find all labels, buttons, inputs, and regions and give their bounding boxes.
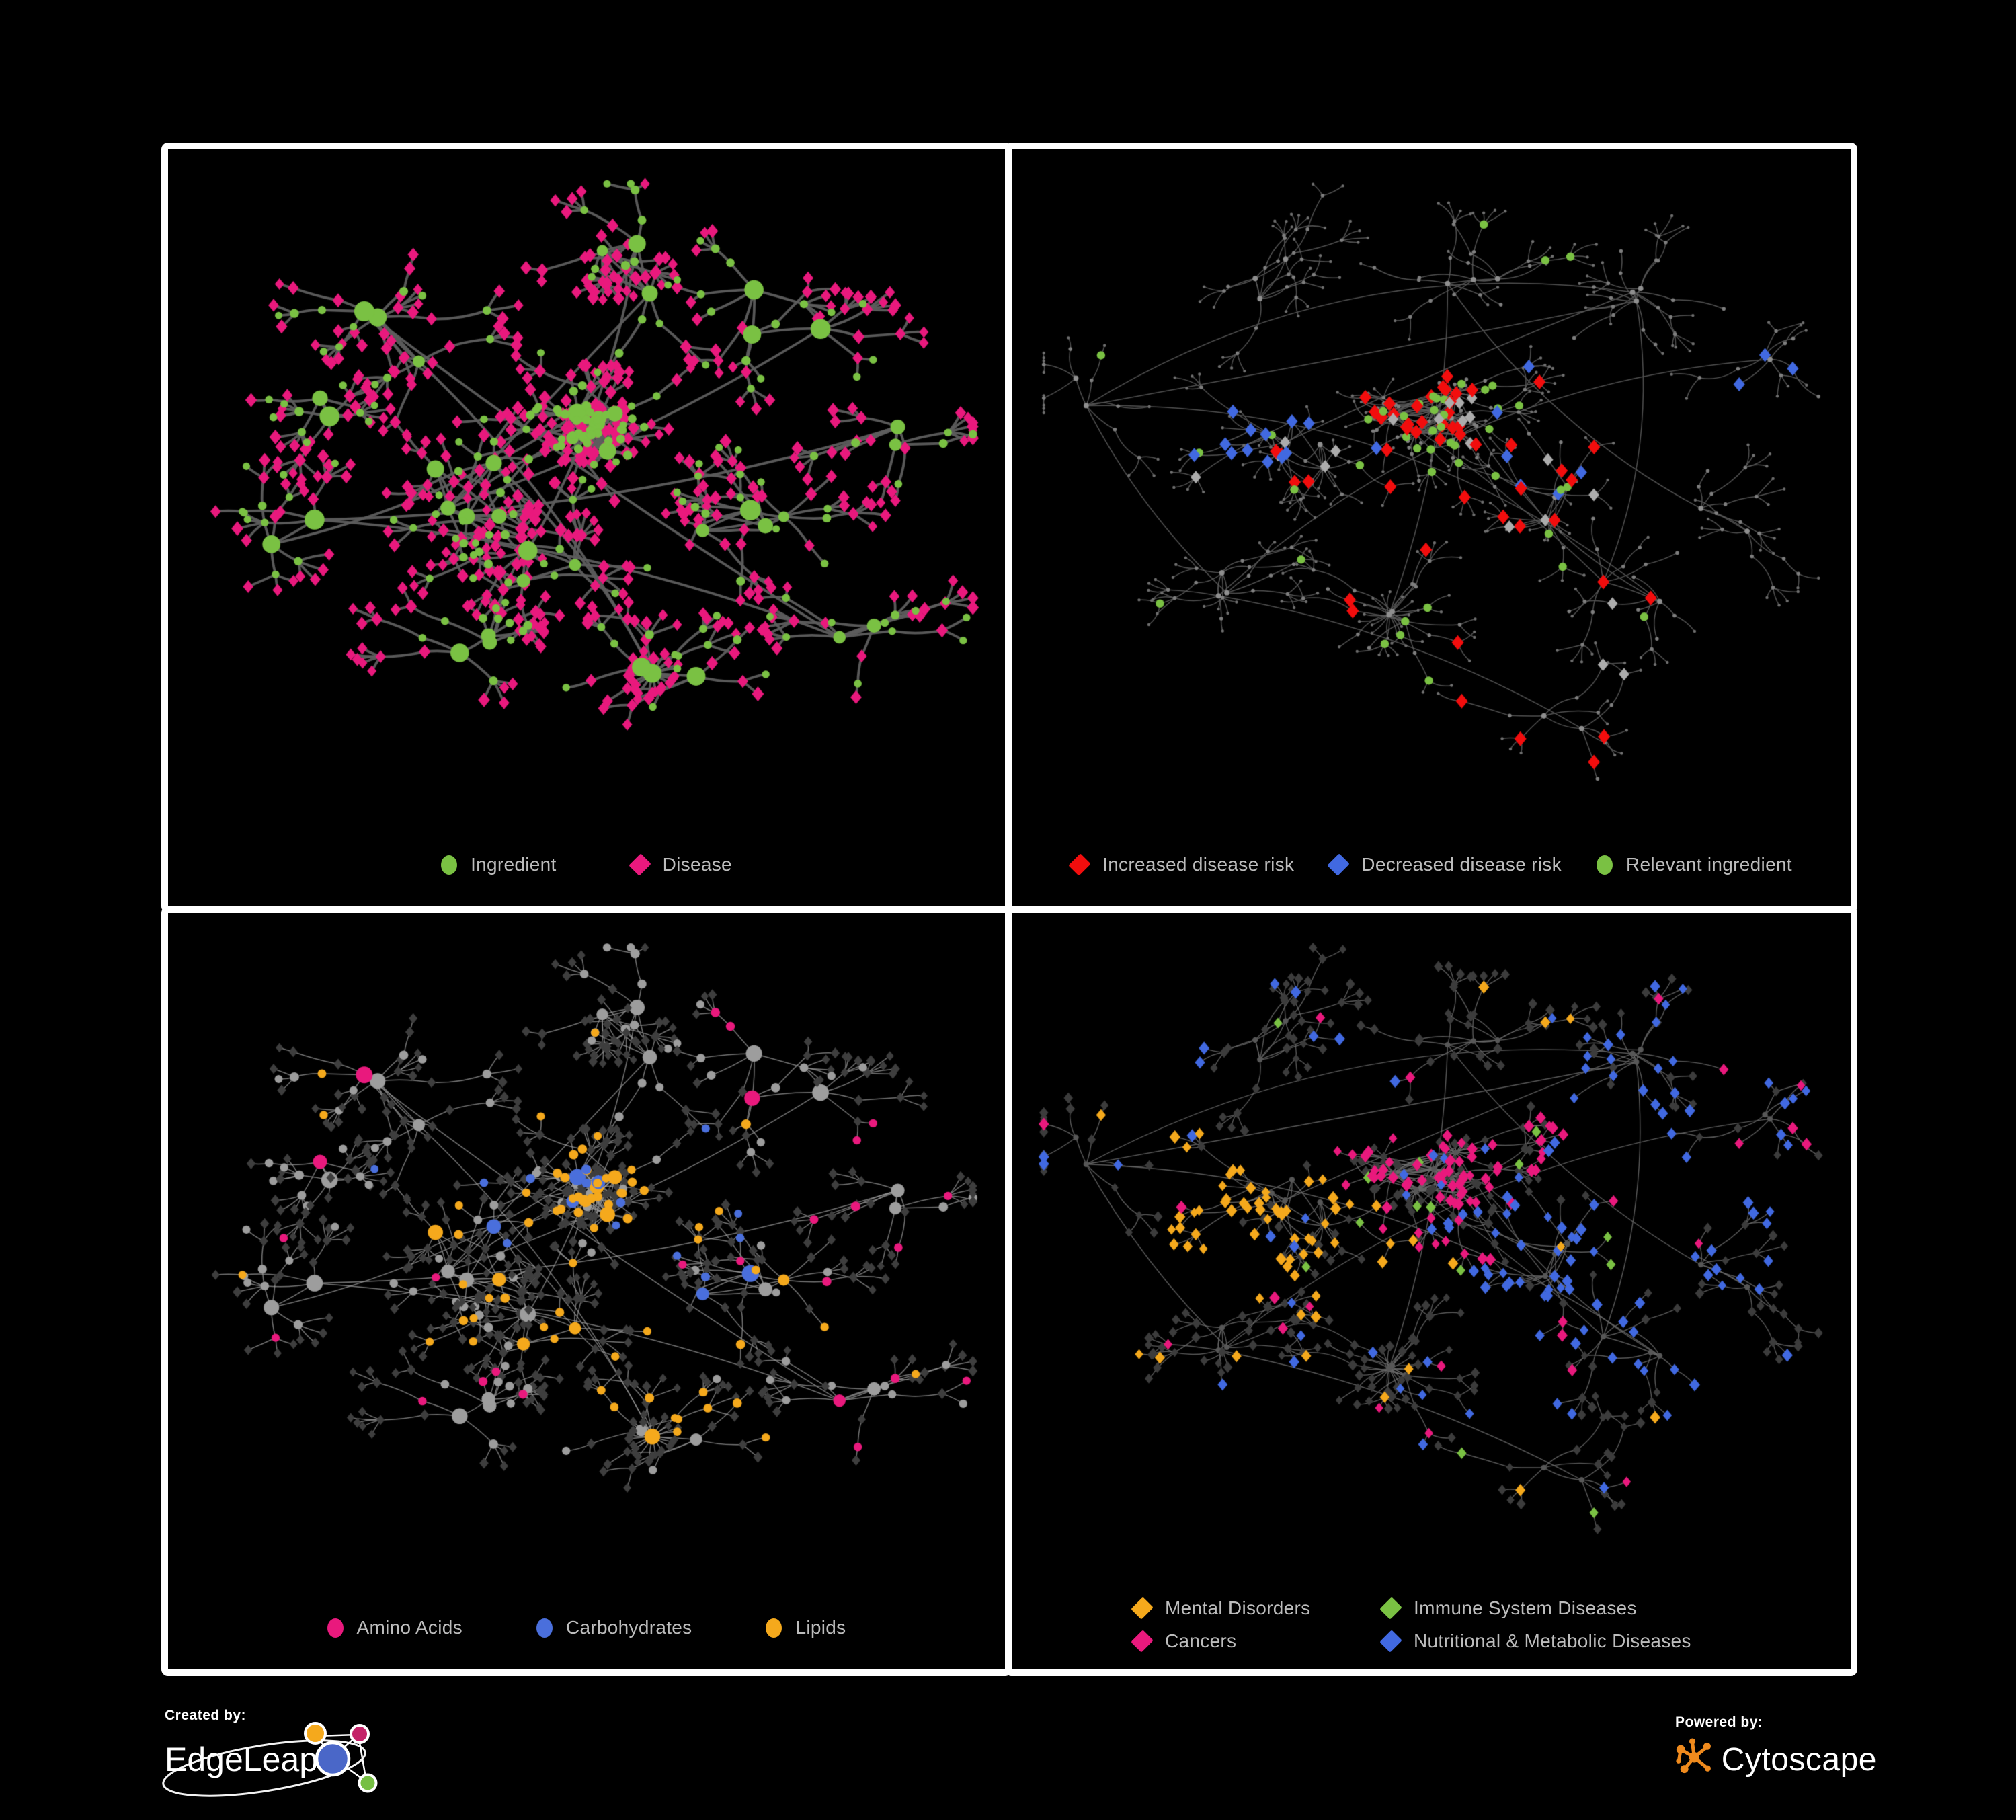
- diamond-marker: [1131, 1630, 1154, 1653]
- edgeleap-wordmark: EdgeLeap: [165, 1741, 319, 1778]
- diamond-marker: [628, 853, 651, 876]
- network-canvas-ingredient-categories: [168, 913, 1005, 1669]
- legend-disease-risk: Increased disease risk Decreased disease …: [1012, 853, 1851, 876]
- panel-disease-risk: Increased disease risk Decreased disease …: [1005, 143, 1857, 913]
- legend-item: Lipids: [766, 1617, 846, 1638]
- legend-label: Increased disease risk: [1102, 854, 1295, 875]
- circle-marker: [766, 1618, 782, 1638]
- legend-item: Increased disease risk: [1068, 853, 1295, 876]
- legend-ingredient-categories: Amino Acids Carbohydrates Lipids: [168, 1617, 1005, 1638]
- legend-label: Cancers: [1165, 1630, 1237, 1651]
- circle-marker: [327, 1618, 344, 1638]
- edgeleap-logo-icon: [162, 1722, 378, 1797]
- cytoscape-logo-icon: [1676, 1738, 1711, 1774]
- legend-item: Cancers: [1131, 1630, 1381, 1653]
- legend-label: Immune System Diseases: [1414, 1597, 1637, 1618]
- created-by-label: Created by:: [165, 1708, 247, 1723]
- powered-by-label: Powered by:: [1675, 1714, 1763, 1730]
- legend-label: Amino Acids: [356, 1617, 462, 1638]
- diamond-marker: [1068, 853, 1091, 876]
- panel-ingredient-categories: Amino Acids Carbohydrates Lipids: [161, 906, 1012, 1676]
- network-canvas-ingredient-disease: [168, 149, 1005, 906]
- diamond-marker: [1379, 1597, 1402, 1620]
- diamond-marker: [1327, 853, 1350, 876]
- network-canvas-disease-risk: [1012, 149, 1851, 906]
- legend-label: Carbohydrates: [565, 1617, 692, 1638]
- circle-marker: [1596, 855, 1613, 875]
- network-canvas-disease-categories: [1012, 913, 1851, 1669]
- diamond-marker: [1131, 1597, 1154, 1620]
- legend-item: Immune System Diseases: [1379, 1597, 1691, 1620]
- legend-item: Mental Disorders: [1131, 1597, 1381, 1620]
- legend-disease-categories: Mental Disorders Immune System Diseases Ca…: [1131, 1597, 1691, 1653]
- cytoscape-credit: Powered by: Cytoscape: [1675, 1714, 1877, 1815]
- edgeleap-credit: Created by: EdgeLeap: [162, 1708, 541, 1815]
- circle-marker: [441, 855, 458, 875]
- legend-item: Carbohydrates: [536, 1617, 692, 1638]
- legend-label: Decreased disease risk: [1361, 854, 1562, 875]
- panel-disease-categories: Mental Disorders Immune System Diseases Ca…: [1005, 906, 1857, 1676]
- legend-label: Nutritional & Metabolic Diseases: [1414, 1630, 1691, 1651]
- legend-label: Ingredient: [471, 854, 557, 875]
- legend-item: Ingredient: [441, 854, 557, 875]
- legend-label: Mental Disorders: [1165, 1597, 1311, 1618]
- legend-item: Disease: [628, 853, 732, 876]
- diamond-marker: [1379, 1630, 1402, 1653]
- legend-label: Disease: [662, 854, 732, 875]
- legend-item: Decreased disease risk: [1327, 853, 1562, 876]
- circle-marker: [536, 1618, 553, 1638]
- legend-ingredient-disease: Ingredient Disease: [168, 853, 1005, 876]
- legend-item: Relevant ingredient: [1596, 854, 1792, 875]
- legend-label: Relevant ingredient: [1625, 854, 1792, 875]
- panel-ingredient-disease: Ingredient Disease: [161, 143, 1012, 913]
- cytoscape-wordmark: Cytoscape: [1721, 1741, 1877, 1778]
- legend-label: Lipids: [795, 1617, 846, 1638]
- legend-item: Amino Acids: [327, 1617, 462, 1638]
- legend-item: Nutritional & Metabolic Diseases: [1379, 1630, 1691, 1653]
